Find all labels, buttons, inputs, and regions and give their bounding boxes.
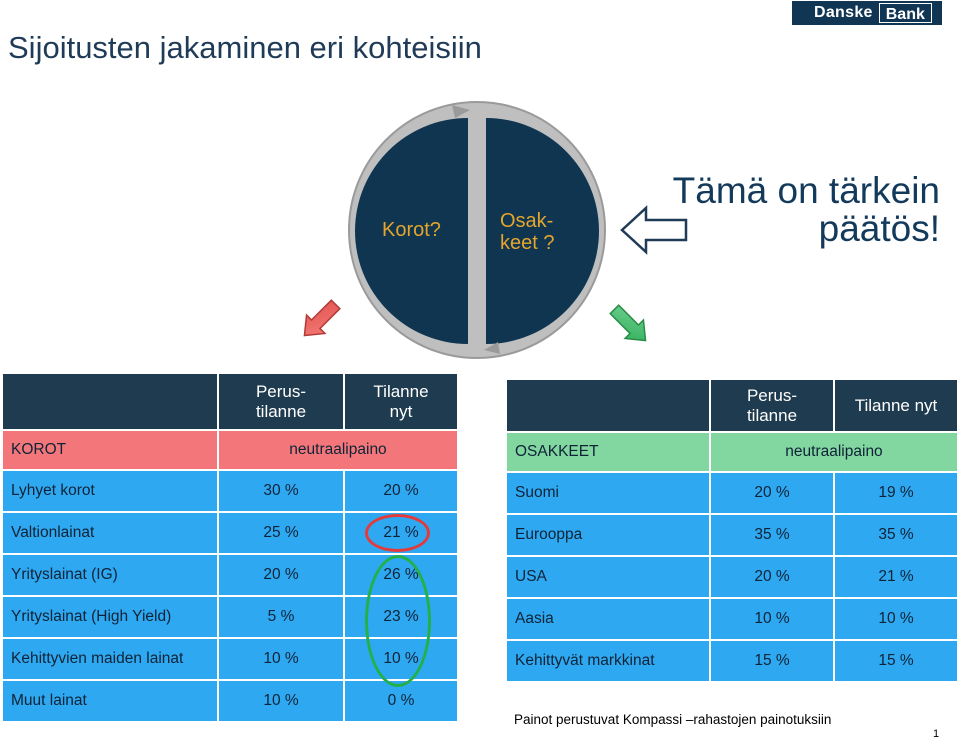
- ring-arrow-bottom: [484, 342, 500, 354]
- page-number: 1: [933, 728, 940, 740]
- table-row: Yrityslainat (High Yield) 5 % 23 %: [3, 597, 457, 637]
- circle-left-half: [355, 118, 468, 344]
- table-row: Suomi 20 % 19 %: [507, 473, 957, 513]
- row-now: 21 %: [345, 513, 457, 553]
- korot-section-label: KOROT: [3, 431, 217, 469]
- row-label: Eurooppa: [507, 515, 709, 555]
- table-row: USA 20 % 21 %: [507, 557, 957, 597]
- row-now: 20 %: [345, 471, 457, 511]
- table-row: Eurooppa 35 % 35 %: [507, 515, 957, 555]
- row-label: Lyhyet korot: [3, 471, 217, 511]
- logo-word-bank: Bank: [878, 3, 932, 23]
- korot-header-empty: [3, 374, 217, 429]
- green-arrow: [609, 304, 647, 342]
- red-arrow: [303, 299, 341, 337]
- row-label: Aasia: [507, 599, 709, 639]
- circle-label-korot: Korot?: [382, 219, 441, 241]
- table-row: Kehittyvät markkinat 15 % 15 %: [507, 641, 957, 681]
- row-now: 23 %: [345, 597, 457, 637]
- korot-table-header: Perus- tilanne Tilanne nyt: [3, 374, 457, 429]
- row-label: Yrityslainat (IG): [3, 555, 217, 595]
- row-now: 10 %: [345, 639, 457, 679]
- osakkeet-section-row: OSAKKEET neutraalipaino: [507, 433, 957, 471]
- page-title: Sijoitusten jakaminen eri kohteisiin: [8, 30, 482, 65]
- table-row: Lyhyet korot 30 % 20 %: [3, 471, 457, 511]
- row-now: 0 %: [345, 681, 457, 721]
- korot-section-value: neutraalipaino: [219, 431, 457, 469]
- osakkeet-section-value: neutraalipaino: [711, 433, 957, 471]
- row-base: 5 %: [219, 597, 343, 637]
- osakkeet-section-label: OSAKKEET: [507, 433, 709, 471]
- danske-bank-logo: Danske Bank: [792, 1, 942, 25]
- table-row: Valtionlainat 25 % 21 %: [3, 513, 457, 553]
- row-base: 10 %: [219, 681, 343, 721]
- table-row: Kehittyvien maiden lainat 10 % 10 %: [3, 639, 457, 679]
- osakkeet-header-empty: [507, 380, 709, 431]
- row-base: 35 %: [711, 515, 833, 555]
- row-now: 35 %: [835, 515, 957, 555]
- osakkeet-header-now: Tilanne nyt: [835, 380, 957, 431]
- row-label: Kehittyvien maiden lainat: [3, 639, 217, 679]
- table-row: Aasia 10 % 10 %: [507, 599, 957, 639]
- row-now: 15 %: [835, 641, 957, 681]
- osakkeet-header-base: Perus- tilanne: [711, 380, 833, 431]
- row-base: 30 %: [219, 471, 343, 511]
- row-label: Valtionlainat: [3, 513, 217, 553]
- row-label: Suomi: [507, 473, 709, 513]
- korot-header-base: Perus- tilanne: [219, 374, 343, 429]
- row-label: Muut lainat: [3, 681, 217, 721]
- row-now: 19 %: [835, 473, 957, 513]
- korot-header-now: Tilanne nyt: [345, 374, 457, 429]
- circle-label-osakkeet: Osak- keet ?: [500, 210, 555, 254]
- row-label: USA: [507, 557, 709, 597]
- row-now: 10 %: [835, 599, 957, 639]
- callout-text: Tämä on tärkein päätös!: [672, 170, 940, 249]
- korot-section-row: KOROT neutraalipaino: [3, 431, 457, 469]
- footnote: Painot perustuvat Kompassi –rahastojen p…: [514, 712, 832, 727]
- table-row: Muut lainat 10 % 0 %: [3, 681, 457, 721]
- row-base: 15 %: [711, 641, 833, 681]
- osakkeet-table: Perus- tilanne Tilanne nyt OSAKKEET neut…: [505, 378, 959, 683]
- row-base: 20 %: [711, 473, 833, 513]
- osakkeet-table-header: Perus- tilanne Tilanne nyt: [507, 380, 957, 431]
- row-now: 26 %: [345, 555, 457, 595]
- row-label: Kehittyvät markkinat: [507, 641, 709, 681]
- ring-arrow-top: [452, 105, 470, 118]
- row-base: 20 %: [711, 557, 833, 597]
- table-row: Yrityslainat (IG) 20 % 26 %: [3, 555, 457, 595]
- korot-table: Perus- tilanne Tilanne nyt KOROT neutraa…: [1, 372, 459, 723]
- row-label: Yrityslainat (High Yield): [3, 597, 217, 637]
- row-base: 10 %: [219, 639, 343, 679]
- logo-word-danske: Danske: [814, 4, 873, 21]
- row-base: 25 %: [219, 513, 343, 553]
- circle-right-half: [486, 118, 599, 344]
- row-base: 10 %: [711, 599, 833, 639]
- white-callout-arrow: [620, 205, 688, 255]
- row-base: 20 %: [219, 555, 343, 595]
- row-now: 21 %: [835, 557, 957, 597]
